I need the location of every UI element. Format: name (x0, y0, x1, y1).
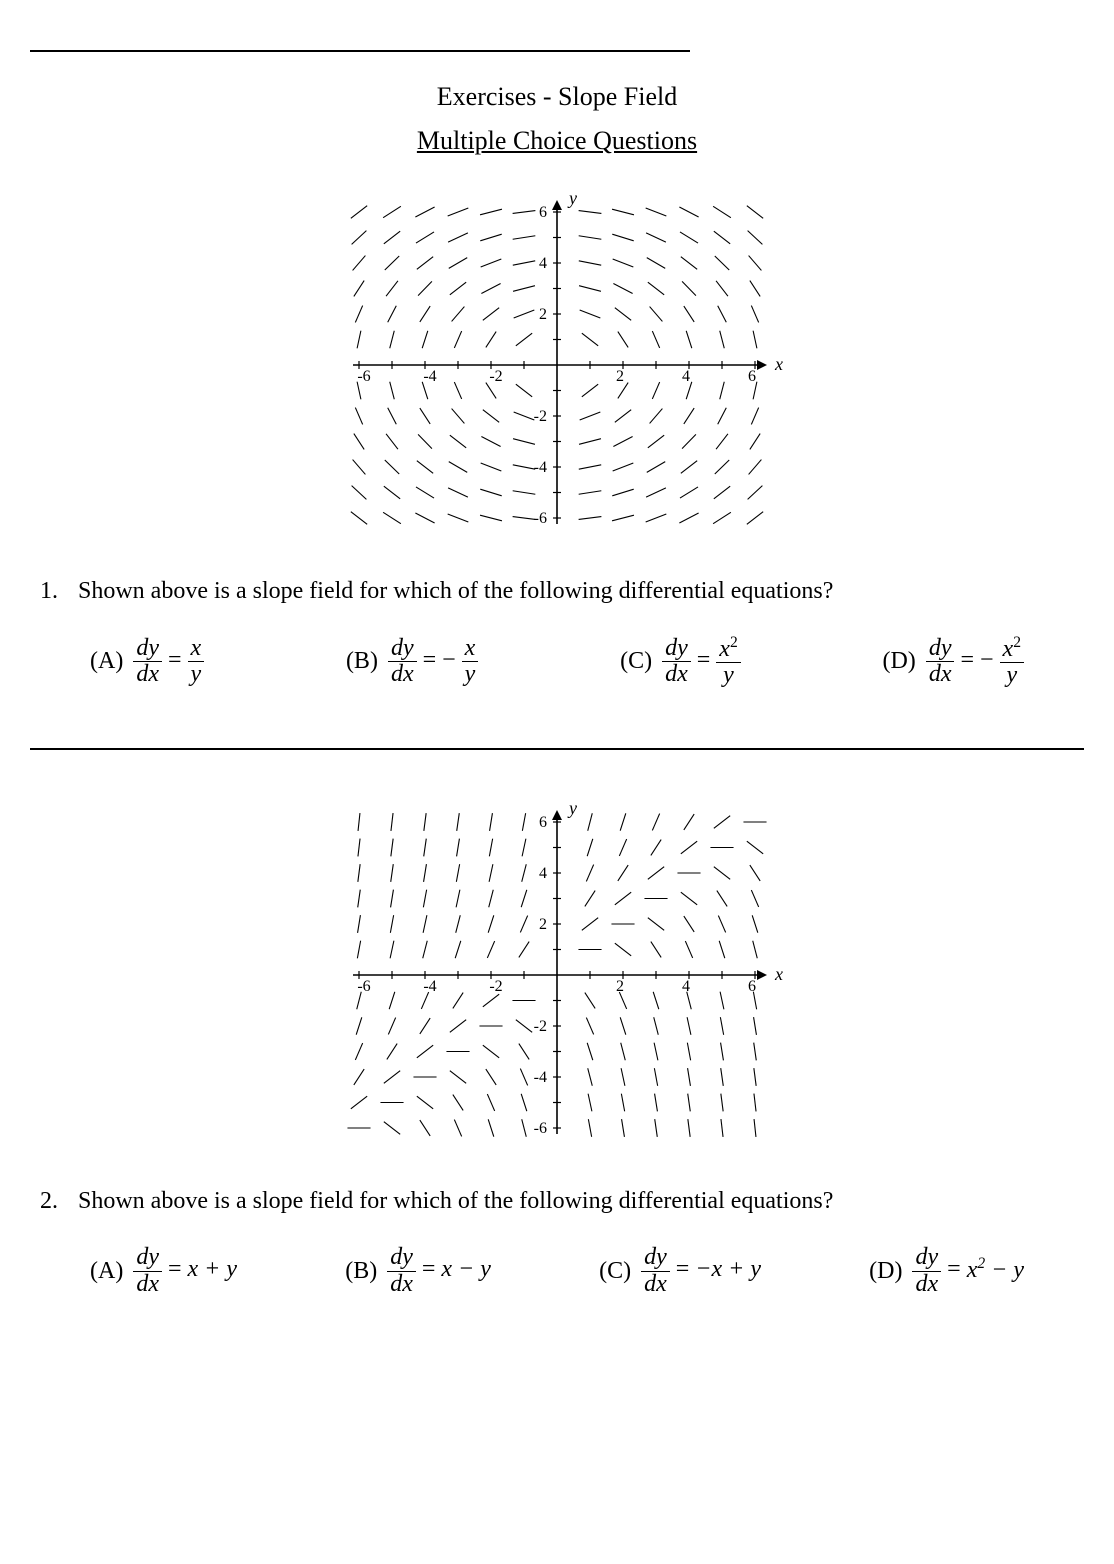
q1-c-label: (C) (620, 648, 652, 675)
q1-choice-b[interactable]: (B) dydx = − xy (346, 635, 478, 688)
question-2: 2. Shown above is a slope field for whic… (30, 1188, 1084, 1296)
svg-text:6: 6 (539, 204, 547, 221)
q2-d-label: (D) (869, 1258, 902, 1285)
svg-text:2: 2 (616, 368, 624, 385)
svg-text:4: 4 (682, 368, 690, 385)
svg-text:-6: -6 (534, 1120, 547, 1137)
q2-choice-d[interactable]: (D) dydx = x2 − y (869, 1245, 1024, 1296)
svg-text:-6: -6 (357, 978, 370, 995)
svg-text:6: 6 (748, 368, 756, 385)
svg-text:y: y (567, 798, 577, 818)
svg-text:2: 2 (539, 916, 547, 933)
svg-text:-4: -4 (423, 978, 436, 995)
q1-choice-c[interactable]: (C) dydx = x2y (620, 635, 741, 688)
figure-1-wrap: -6 -4 -2 2 4 6 6 4 2 -2 -4 -6 x y (30, 180, 1084, 550)
section-separator (30, 748, 1084, 750)
figure-2-wrap: -6-4-2246642-2-4-6xy (30, 790, 1084, 1160)
svg-text:2: 2 (539, 306, 547, 323)
q1-choice-a[interactable]: (A) dydx = xy (90, 635, 204, 688)
question-1: 1. Shown above is a slope field for whic… (30, 578, 1084, 688)
svg-text:-6: -6 (357, 368, 370, 385)
q2-c-label: (C) (599, 1258, 631, 1285)
q1-d-label: (D) (882, 648, 915, 675)
svg-text:x: x (774, 354, 783, 374)
svg-text:x: x (774, 964, 783, 984)
q2-text: Shown above is a slope field for which o… (78, 1188, 833, 1215)
svg-text:-2: -2 (489, 978, 502, 995)
slope-field-1: -6 -4 -2 2 4 6 6 4 2 -2 -4 -6 x y (327, 180, 787, 550)
q1-text: Shown above is a slope field for which o… (78, 578, 833, 605)
q2-a-label: (A) (90, 1258, 123, 1285)
svg-text:-2: -2 (534, 1018, 547, 1035)
q1-number: 1. (40, 578, 66, 605)
svg-text:4: 4 (682, 978, 690, 995)
worksheet-page: Exercises - Slope Field Multiple Choice … (0, 0, 1114, 1375)
q2-number: 2. (40, 1188, 66, 1215)
q1-b-label: (B) (346, 648, 378, 675)
svg-text:-2: -2 (534, 408, 547, 425)
section-title: Multiple Choice Questions (30, 126, 1084, 156)
q1-a-label: (A) (90, 648, 123, 675)
svg-text:6: 6 (539, 814, 547, 831)
svg-text:-4: -4 (423, 368, 436, 385)
q2-choice-c[interactable]: (C) dydx = −x + y (599, 1245, 761, 1296)
svg-text:4: 4 (539, 865, 547, 882)
q1-choices: (A) dydx = xy (B) dydx = − xy (C) dydx (90, 635, 1024, 688)
q1-choice-d[interactable]: (D) dydx = − x2y (882, 635, 1024, 688)
svg-text:-4: -4 (534, 1069, 547, 1086)
svg-text:-6: -6 (534, 510, 547, 527)
q2-b-label: (B) (345, 1258, 377, 1285)
top-rule (30, 50, 690, 52)
svg-text:6: 6 (748, 978, 756, 995)
svg-text:-2: -2 (489, 368, 502, 385)
q2-choice-a[interactable]: (A) dydx = x + y (90, 1245, 237, 1296)
q2-choices: (A) dydx = x + y (B) dydx = x − y (C) dy… (90, 1245, 1024, 1296)
svg-text:y: y (567, 188, 577, 208)
slope-field-2: -6-4-2246642-2-4-6xy (327, 790, 787, 1160)
svg-text:4: 4 (539, 255, 547, 272)
page-title: Exercises - Slope Field (30, 82, 1084, 112)
svg-text:-4: -4 (534, 459, 547, 476)
q2-choice-b[interactable]: (B) dydx = x − y (345, 1245, 491, 1296)
